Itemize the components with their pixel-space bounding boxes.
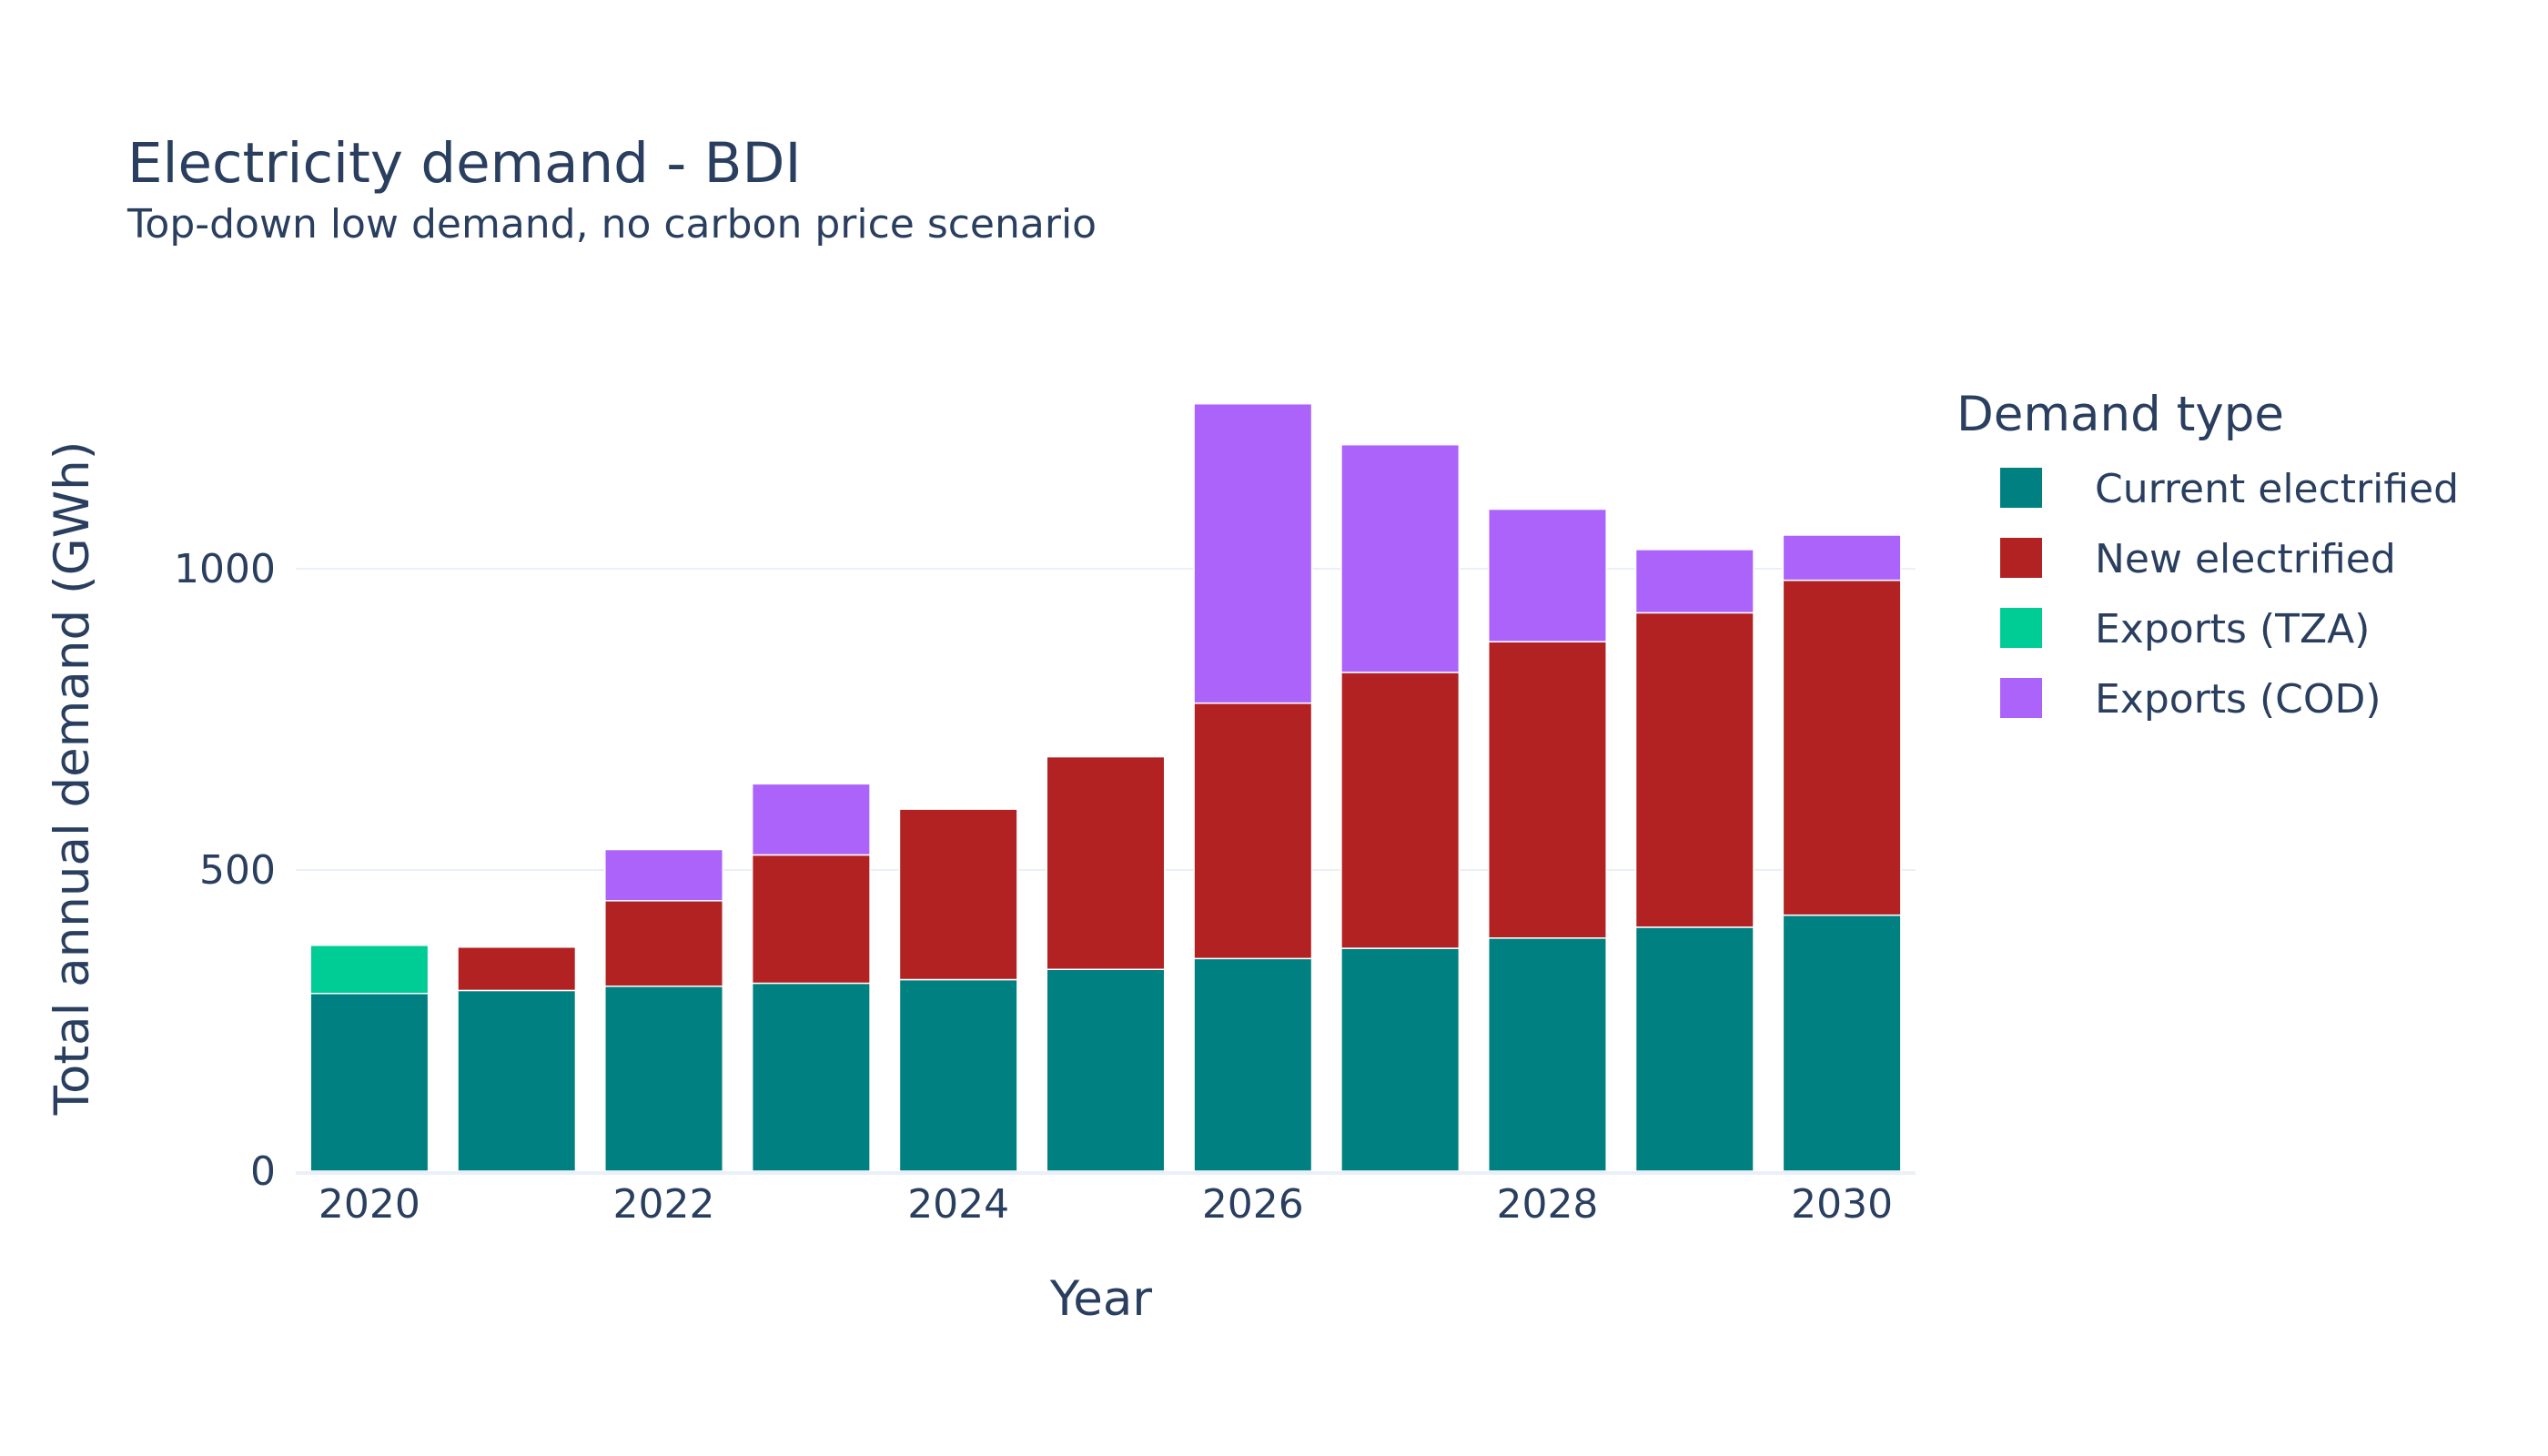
bar-current-electrified-2021 <box>457 989 577 1172</box>
bar-exports-cod-2027 <box>1340 443 1461 673</box>
y-axis-title: Total annual demand (GWh) <box>45 441 100 1117</box>
bar-exports-cod-2026 <box>1193 402 1313 704</box>
bar-new-electrified-2026 <box>1193 702 1313 960</box>
x-tick-label: 2020 <box>318 1181 420 1228</box>
chart-title: Electricity demand - BDI <box>127 131 801 196</box>
legend-label: Current electrified <box>2095 466 2459 512</box>
bar-new-electrified-2029 <box>1634 612 1754 928</box>
y-tick-label: 1000 <box>174 546 276 592</box>
x-axis-title: Year <box>1049 1271 1152 1327</box>
bar-exports-tza-2020 <box>309 945 430 995</box>
x-tick-label: 2028 <box>1496 1181 1598 1228</box>
bar-new-electrified-2028 <box>1487 641 1607 939</box>
x-tick-label: 2030 <box>1791 1181 1893 1228</box>
x-tick-label: 2026 <box>1202 1181 1304 1228</box>
bar-current-electrified-2026 <box>1193 957 1313 1172</box>
bar-current-electrified-2020 <box>309 992 430 1172</box>
bar-new-electrified-2024 <box>898 808 1018 981</box>
legend-label: Exports (COD) <box>2095 676 2381 723</box>
x-tick-label: 2024 <box>907 1181 1009 1228</box>
legend-swatch <box>2000 468 2042 508</box>
chart-subtitle: Top-down low demand, no carbon price sce… <box>126 201 1097 248</box>
legend-title: Demand type <box>1956 387 2284 442</box>
bar-current-electrified-2023 <box>751 982 871 1172</box>
bar-new-electrified-2023 <box>751 854 871 985</box>
bar-current-electrified-2022 <box>604 986 724 1172</box>
bar-new-electrified-2021 <box>457 946 577 992</box>
bar-exports-cod-2029 <box>1634 549 1754 614</box>
bar-current-electrified-2030 <box>1782 914 1902 1172</box>
bar-exports-cod-2028 <box>1487 508 1607 642</box>
legend-swatch <box>2000 678 2042 718</box>
bar-current-electrified-2028 <box>1487 937 1607 1172</box>
bar-current-electrified-2024 <box>898 978 1018 1172</box>
x-tick-label: 2022 <box>613 1181 715 1228</box>
legend: Demand type Current electrified New elect… <box>1956 387 2459 723</box>
legend-swatch <box>2000 538 2042 578</box>
bar-current-electrified-2027 <box>1340 947 1461 1172</box>
legend-label: New electrified <box>2095 536 2396 582</box>
bar-current-electrified-2025 <box>1046 968 1166 1172</box>
bar-current-electrified-2029 <box>1634 926 1754 1172</box>
bar-new-electrified-2022 <box>604 900 724 987</box>
y-tick-label: 0 <box>250 1148 276 1195</box>
legend-label: Exports (TZA) <box>2095 606 2370 652</box>
bar-new-electrified-2030 <box>1782 579 1902 916</box>
bar-exports-cod-2022 <box>604 848 724 902</box>
bar-exports-cod-2023 <box>751 783 871 856</box>
bar-new-electrified-2027 <box>1340 672 1461 949</box>
bar-exports-cod-2030 <box>1782 534 1902 581</box>
y-tick-label: 500 <box>199 847 276 894</box>
legend-swatch <box>2000 608 2042 648</box>
bars <box>309 402 1902 1172</box>
bar-new-electrified-2025 <box>1046 755 1166 971</box>
axes: 0 500 1000 2020 2022 2024 2026 2028 2030 <box>174 546 1916 1228</box>
